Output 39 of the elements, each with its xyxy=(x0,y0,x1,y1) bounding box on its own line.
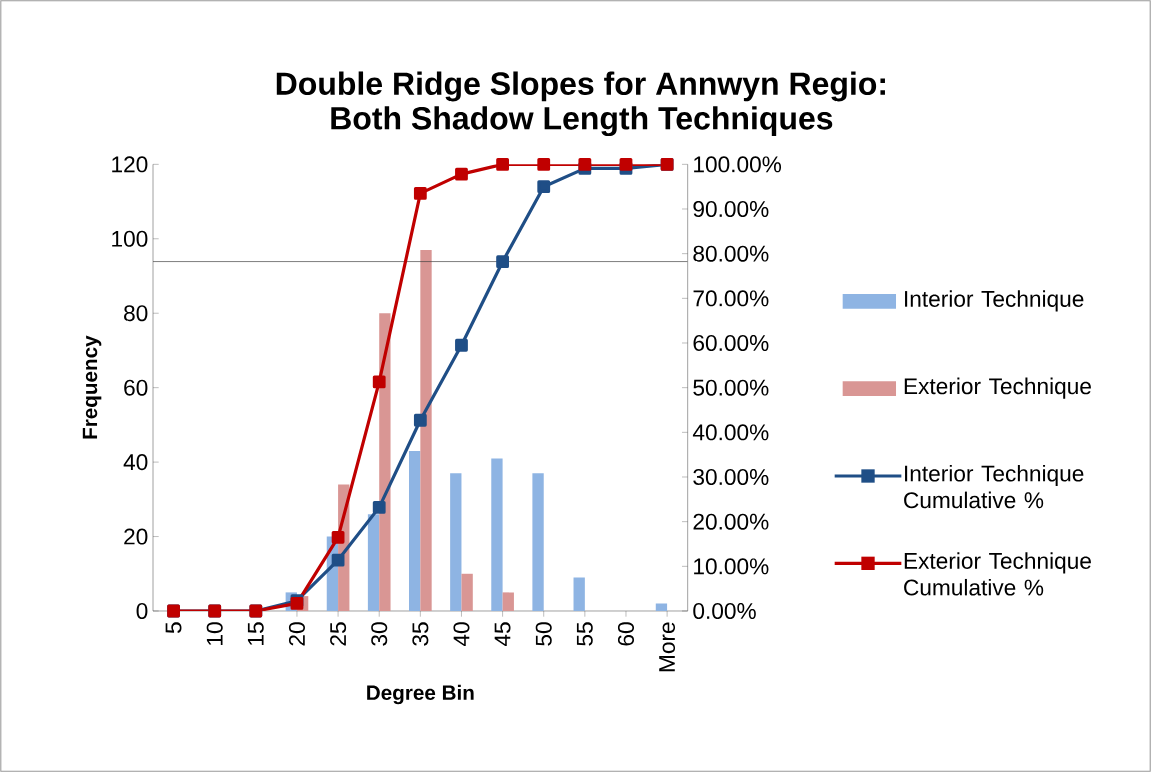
y2-tick-label: 30.00% xyxy=(693,468,769,486)
legend-label: Exterior Technique xyxy=(904,377,1091,399)
y-axis-title: Frequency xyxy=(82,335,102,439)
y-tick-label: 20 xyxy=(124,528,148,545)
y2-tick-label: 0.00% xyxy=(693,602,756,620)
y-tick-label: 100 xyxy=(112,230,148,247)
y2-tick-label: 50.00% xyxy=(693,379,769,396)
y2-tick-label: 80.00% xyxy=(693,245,769,262)
y-tick-label: 40 xyxy=(123,454,148,471)
y2-tick-label: 40.00% xyxy=(692,424,769,441)
chart-subtitle: Both Shadow Length Techniques xyxy=(331,106,833,137)
x-tick-label: 60 xyxy=(617,622,635,646)
y2-tick-label: 60.00% xyxy=(693,334,769,352)
x-tick-label: 25 xyxy=(330,622,347,646)
y-tick-label: 0 xyxy=(136,602,148,620)
x-tick-label: 40 xyxy=(453,622,470,647)
x-tick-label: 45 xyxy=(494,622,511,647)
legend-label: Interior Technique Cumulative % xyxy=(904,464,1084,509)
x-axis-title: Degree Bin xyxy=(367,684,474,705)
x-tick-label: 20 xyxy=(288,622,305,646)
x-tick-label: 5 xyxy=(165,622,182,634)
legend-label: Interior Technique xyxy=(905,290,1084,312)
x-tick-label: 55 xyxy=(576,622,593,646)
y2-tick-label: 90.00% xyxy=(693,200,769,218)
x-tick-label: 50 xyxy=(535,622,552,646)
x-tick-label: 30 xyxy=(371,622,388,646)
y2-tick-label: 20.00% xyxy=(693,513,769,530)
y2-tick-label: 100.00% xyxy=(694,156,782,173)
y-tick-label: 60 xyxy=(124,379,148,396)
legend-label: Exterior Technique Cumulative % xyxy=(904,552,1091,596)
y2-tick-label: 70.00% xyxy=(693,290,769,307)
x-tick-label: 10 xyxy=(206,622,223,645)
y2-tick-label: 10.00% xyxy=(694,558,769,575)
chart-title: Double Ridge Slopes for Annwyn Regio: xyxy=(276,71,885,102)
x-tick-label: 15 xyxy=(247,622,264,645)
x-tick-label: 35 xyxy=(412,622,429,646)
y-tick-label: 120 xyxy=(112,156,148,173)
y-tick-label: 80 xyxy=(124,305,148,322)
x-tick-label: More xyxy=(659,622,676,672)
